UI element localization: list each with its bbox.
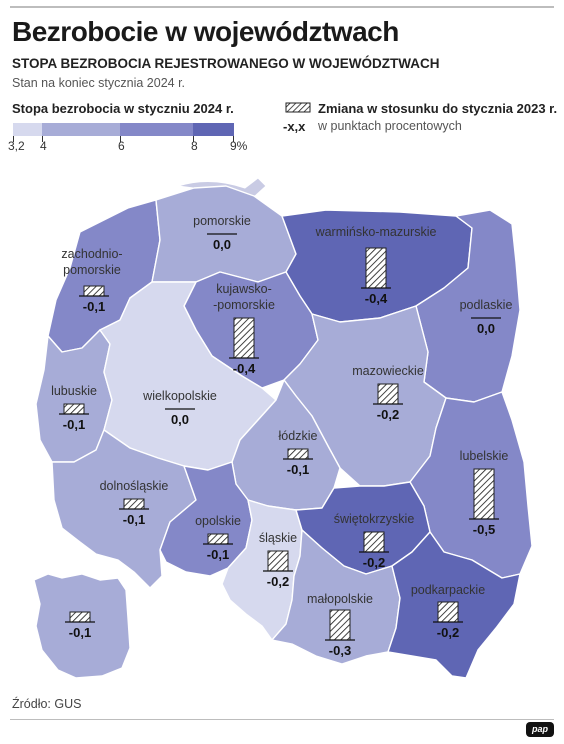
scale-tick-label: 8 bbox=[191, 139, 198, 153]
scale-tick-label: 4 bbox=[40, 139, 47, 153]
region-name-label: warmińsko-mazurskie bbox=[315, 225, 437, 239]
region-change-value: -0,1 bbox=[69, 625, 91, 640]
change-bar bbox=[377, 383, 399, 405]
region-name-label: świętokrzyskie bbox=[334, 512, 415, 526]
scale-tick bbox=[13, 136, 14, 142]
region-name-label: małopolskie bbox=[307, 592, 373, 606]
region-change-value: -0,1 bbox=[83, 299, 105, 314]
region-name-label: wielkopolskie bbox=[142, 389, 217, 403]
change-bar bbox=[233, 317, 255, 359]
region-name-label: mazowieckie bbox=[352, 364, 424, 378]
region-change-value: -0,3 bbox=[329, 643, 351, 658]
page-title: Bezrobocie w województwach bbox=[12, 16, 399, 47]
region-change-value: -0,1 bbox=[63, 417, 85, 432]
scale-tick bbox=[193, 136, 194, 142]
change-bar bbox=[83, 285, 105, 297]
region-change-value: -0,2 bbox=[437, 625, 459, 640]
region-malopolskie[interactable] bbox=[271, 529, 401, 665]
rate-legend-title: Stopa bezrobocia w styczniu 2024 r. bbox=[12, 101, 234, 116]
scale-tick bbox=[233, 136, 234, 142]
region-change-value: -0,2 bbox=[363, 555, 385, 570]
region-name-label: pomorskie bbox=[193, 214, 251, 228]
date-note: Stan na koniec stycznia 2024 r. bbox=[12, 76, 186, 90]
change-bar bbox=[123, 498, 145, 510]
pap-logo: pap bbox=[526, 722, 554, 737]
region-inset[interactable] bbox=[33, 573, 131, 679]
region-change-value: -0,2 bbox=[377, 407, 399, 422]
change-legend-format: -x,x bbox=[283, 119, 306, 134]
region-name-label: kujawsko--pomorskie bbox=[213, 282, 275, 312]
bottom-rule bbox=[10, 719, 554, 720]
change-bar bbox=[207, 533, 229, 545]
top-rule bbox=[10, 6, 554, 8]
source-note: Źródło: GUS bbox=[12, 697, 82, 711]
region-change-value: -0,2 bbox=[267, 574, 289, 589]
region-name-label: lubelskie bbox=[460, 449, 509, 463]
region-name-label: podkarpackie bbox=[411, 583, 485, 597]
scale-class-2 bbox=[120, 123, 193, 136]
region-change-value: -0,1 bbox=[123, 512, 145, 527]
scale-tick-label: 3,2 bbox=[8, 139, 25, 153]
region-name-label: podlaskie bbox=[460, 298, 513, 312]
change-bar bbox=[363, 531, 385, 553]
change-legend-unit: w punktach procentowych bbox=[318, 119, 462, 133]
region-change-value: -0,5 bbox=[473, 522, 495, 537]
change-bar bbox=[437, 601, 459, 623]
change-legend-title: Zmiana w stosunku do stycznia 2023 r. bbox=[318, 101, 558, 116]
region-name-label: śląskie bbox=[259, 531, 297, 545]
change-bar bbox=[287, 448, 309, 460]
region-name-label: zachodnio-pomorskie bbox=[61, 247, 122, 277]
region-change-value: -0,4 bbox=[365, 291, 388, 306]
scale-tick-label: 6 bbox=[118, 139, 125, 153]
scale-class-3 bbox=[193, 123, 234, 136]
region-labels: zachodnio-pomorskie -0,1 pomorskie 0,0 warmi… bbox=[51, 214, 512, 658]
region-change-value: 0,0 bbox=[171, 412, 189, 427]
change-bar bbox=[267, 550, 289, 572]
region-change-value: -0,4 bbox=[233, 361, 256, 376]
region-change-value: -0,1 bbox=[207, 547, 229, 562]
change-bar bbox=[329, 609, 351, 641]
region-name-label: lubuskie bbox=[51, 384, 97, 398]
change-bar bbox=[473, 468, 495, 520]
region-change-value: 0,0 bbox=[213, 237, 231, 252]
region-change-value: -0,1 bbox=[287, 462, 309, 477]
change-bar bbox=[63, 403, 85, 415]
change-bar bbox=[365, 247, 387, 289]
scale-class-1 bbox=[42, 123, 120, 136]
scale-class-0 bbox=[13, 123, 42, 136]
region-name-label: łódzkie bbox=[279, 429, 318, 443]
region-name-label: opolskie bbox=[195, 514, 241, 528]
scale-tick bbox=[42, 136, 43, 142]
rate-color-scale bbox=[13, 123, 234, 136]
scale-tick bbox=[120, 136, 121, 142]
change-bar bbox=[69, 611, 91, 623]
region-name-label: dolnośląskie bbox=[100, 479, 169, 493]
region-change-value: 0,0 bbox=[477, 321, 495, 336]
scale-tick-label: 9% bbox=[230, 139, 248, 153]
page-subtitle: STOPA BEZROBOCIA REJESTROWANEGO W WOJEWÓ… bbox=[12, 56, 440, 71]
change-legend-hatch-icon bbox=[285, 102, 311, 113]
